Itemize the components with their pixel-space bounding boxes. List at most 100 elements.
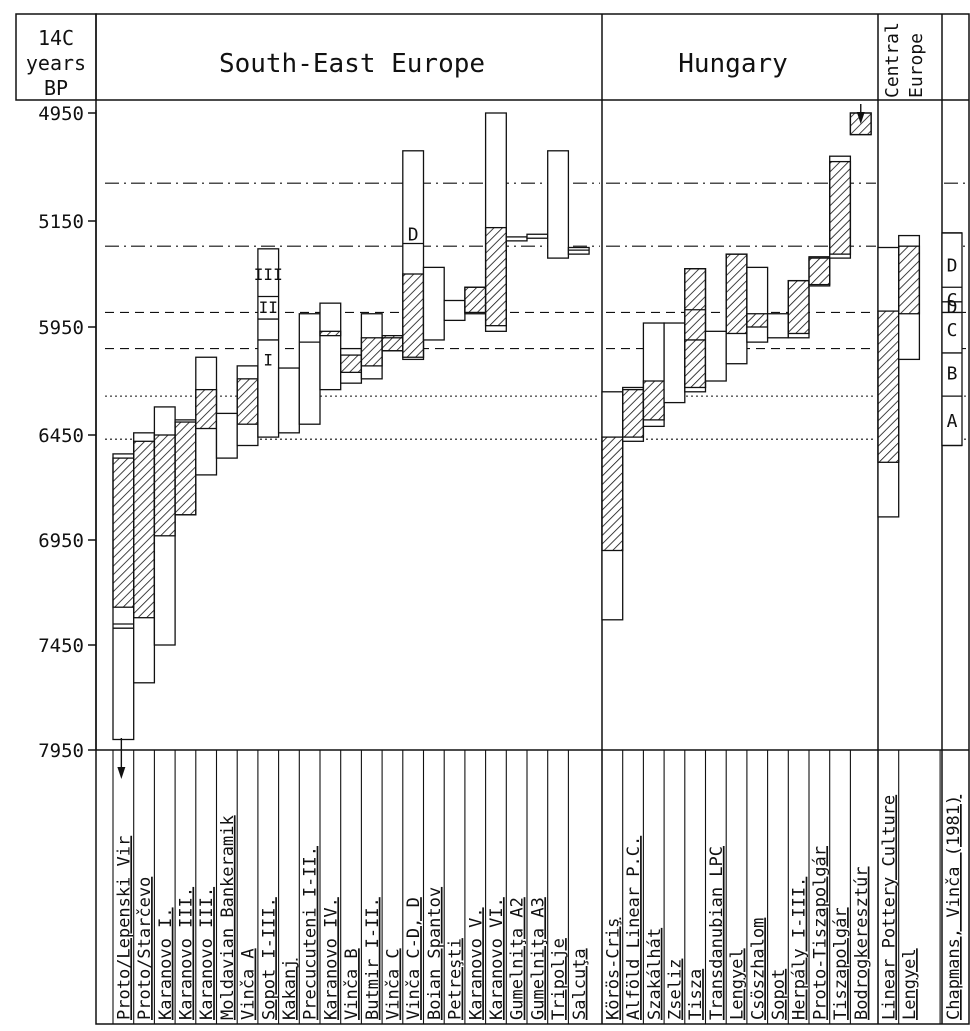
culture-bar-hatched (601, 436, 624, 552)
culture-bar-hatched (484, 226, 507, 327)
culture-label: Linear Pottery Culture (879, 795, 899, 1020)
culture-bar (567, 246, 590, 255)
region-title-south-east-europe: South-East Europe (219, 49, 485, 79)
culture-label: Szakálhát (645, 928, 665, 1020)
culture-bar-hatched (829, 160, 852, 255)
phase-letter-label: D (408, 224, 419, 245)
culture-label: Proto/Starčevo (135, 877, 155, 1020)
culture-bar (215, 412, 238, 459)
culture-label: Precucuteni I-II. (301, 846, 321, 1020)
culture-bar-hatched (746, 313, 769, 328)
culture-label: Tripolje (549, 938, 569, 1020)
phase-letter: D (947, 256, 958, 277)
phase-letter: C (947, 320, 958, 341)
culture-bar-hatched (360, 337, 383, 367)
culture-label: Herpály I-III. (790, 877, 810, 1020)
culture-bar (704, 330, 727, 382)
culture-bar-hatched (898, 245, 921, 315)
culture-bar-hatched (133, 440, 156, 619)
culture-bar-hatched (340, 354, 363, 374)
culture-label: Csöszhalom (748, 918, 768, 1020)
culture-bar-hatched (402, 273, 425, 358)
phase-roman-label: III (254, 265, 283, 284)
culture-label: Körös-Criş (603, 918, 623, 1020)
culture-label: Vinča B (342, 948, 362, 1020)
culture-label: Vinča C-D, D (404, 897, 424, 1020)
culture-label: Bodrogkeresztúr (852, 866, 872, 1020)
phase-column-label: Chapmans, Vinča (1981) (944, 795, 964, 1020)
culture-bar (298, 313, 321, 425)
y-tick-label: 4950 (38, 103, 84, 125)
culture-label: Vinča C (383, 948, 403, 1020)
phase-roman-label: II (259, 298, 278, 317)
region-title-central-europe-line1: Central (882, 22, 903, 98)
culture-bar (766, 313, 789, 339)
culture-bar-hatched (381, 334, 404, 352)
culture-bar-hatched (195, 388, 218, 430)
culture-label: Karanovo III. (197, 887, 217, 1020)
culture-label: Karanovo VI. (487, 897, 507, 1020)
arrow-marker-head (856, 112, 865, 124)
culture-bar (319, 302, 342, 391)
culture-label: Karanovo V. (466, 907, 486, 1020)
culture-label: Salcuţa (570, 948, 590, 1020)
y-tick-label: 6450 (38, 425, 84, 447)
culture-bar-hatched (464, 286, 487, 314)
culture-label: Lengyel (900, 948, 920, 1020)
phase-letter: D (947, 297, 958, 318)
culture-label: Tisza (686, 969, 706, 1020)
culture-bar (663, 322, 686, 404)
culture-label: Kakanj (280, 959, 300, 1020)
y-axis-title-line1: 14C (38, 26, 74, 50)
y-tick-label: 6950 (38, 530, 84, 552)
phase-letter: C (947, 290, 958, 311)
region-title-hungary: Hungary (678, 49, 788, 79)
y-tick-label: 5150 (38, 211, 84, 233)
y-tick-label: 5950 (38, 317, 84, 339)
culture-label: Gumelniţa A3 (528, 897, 548, 1020)
culture-label: Gumelniţa A2 (508, 897, 528, 1020)
culture-bar-hatched (174, 421, 197, 516)
culture-bar (547, 150, 570, 259)
culture-bar (443, 299, 466, 322)
y-axis: 4950 5150 5950 6450 6950 7450 7950 (38, 103, 97, 762)
culture-label: Proto-Tiszapolgár (810, 846, 830, 1020)
culture-bar-hatched (787, 279, 810, 335)
culture-label: Tiszapolgár (831, 907, 851, 1020)
culture-label: Karanovo III. (176, 887, 196, 1020)
culture-bar (505, 236, 528, 242)
y-axis-title-line3: BP (44, 76, 68, 100)
culture-bar (422, 266, 445, 341)
arrow-down-head (117, 767, 126, 779)
culture-label: Karanovo IV. (321, 897, 341, 1020)
axis-header-box (15, 13, 97, 101)
culture-label: Alföld Linear P.C. (624, 836, 644, 1020)
y-tick-label: 7950 (38, 740, 84, 762)
culture-labels: Proto/Lepenski Vir Proto/Starčevo Karanovo… (112, 750, 941, 1024)
y-tick-label: 7450 (38, 635, 84, 657)
culture-label: Sopot (769, 969, 789, 1020)
region-title-central-europe-line2: Europe (906, 33, 927, 98)
culture-bar-hatched (622, 388, 645, 438)
culture-bar-hatched (877, 310, 900, 463)
culture-bar-hatched (236, 378, 259, 425)
phase-roman-label: I (263, 350, 273, 369)
y-axis-title-line2: years (26, 51, 86, 75)
culture-bar-hatched (725, 253, 748, 335)
culture-bar-hatched (642, 380, 665, 421)
culture-bar (277, 367, 300, 434)
culture-bar-hatched (112, 457, 135, 608)
culture-label: Vinča A (239, 948, 259, 1020)
culture-bar-hatched (153, 434, 176, 537)
culture-bar-hatched (684, 268, 707, 389)
culture-label: Butmir I-II. (363, 897, 383, 1020)
phase-letter: B (947, 363, 958, 384)
culture-bar (526, 233, 549, 239)
culture-label: Proto/Lepenski Vir (114, 836, 134, 1020)
culture-label: Petreşti (446, 938, 466, 1020)
culture-label: Lengyel (728, 948, 748, 1020)
culture-bar (746, 266, 769, 343)
